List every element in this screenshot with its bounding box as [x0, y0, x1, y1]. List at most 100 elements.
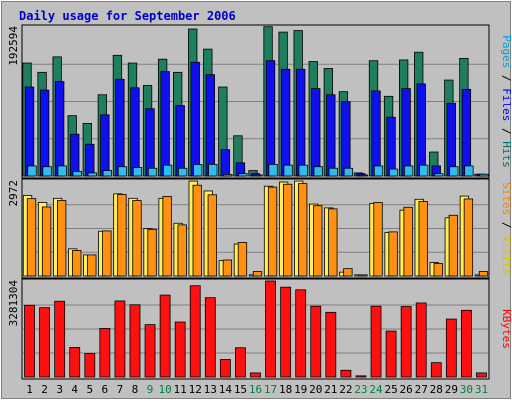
bar-files-day-4 — [70, 133, 80, 177]
x-tick-label-day-1: 1 — [26, 383, 33, 396]
x-tick-label-day-25: 25 — [384, 383, 397, 396]
bar-pages-day-5 — [87, 172, 97, 177]
bar-kbytes-day-11 — [174, 321, 186, 378]
bar-kbytes-day-2 — [39, 307, 50, 378]
bar-kbytes-day-1 — [24, 304, 35, 378]
bar-sites-day-3 — [57, 200, 67, 277]
bar-kbytes-day-7 — [114, 300, 126, 378]
bar-pages-day-8 — [132, 167, 143, 177]
bar-pages-day-1 — [27, 165, 37, 177]
bar-sites-day-14 — [222, 259, 233, 277]
bar-files-day-29 — [446, 102, 456, 177]
bar-files-day-13 — [205, 74, 215, 177]
bar-sites-day-23 — [358, 274, 368, 277]
bar-sites-day-25 — [388, 231, 398, 277]
x-tick-label-day-2: 2 — [41, 383, 48, 396]
legend-entry: Visits — [500, 235, 512, 275]
x-tick-labels: 1 2 3 4 5 6 7 8 9 10 11 12 13 14 15 16 17 18 19 20 21 22 23 24 2… — [26, 383, 488, 396]
bar-pages-day-22 — [343, 167, 354, 177]
bar-files-day-18 — [280, 68, 291, 177]
chart-panels: 192594 Pages / Files / Hits 2972 Sites / Vi… — [7, 24, 512, 380]
bar-pages-day-3 — [57, 165, 67, 177]
x-tick-label-day-9: 9 — [147, 383, 154, 396]
bar-files-day-5 — [85, 143, 95, 177]
bar-pages-day-25 — [388, 168, 399, 177]
x-tick-label-day-7: 7 — [117, 383, 124, 396]
x-tick-label-day-21: 21 — [324, 383, 337, 396]
bar-pages-day-10 — [162, 164, 173, 177]
bar-sites-day-30 — [463, 198, 474, 277]
bar-files-day-3 — [55, 81, 65, 177]
bar-sites-day-26 — [403, 206, 413, 277]
bar-kbytes-day-8 — [129, 304, 141, 378]
bar-pages-day-20 — [313, 166, 323, 177]
bar-kbytes-day-27 — [415, 302, 427, 378]
bar-files-day-19 — [296, 68, 306, 177]
panel-bot-legend: KBytes — [500, 309, 512, 349]
legend-entry: Files — [500, 88, 512, 121]
bar-files-day-26 — [401, 88, 411, 177]
bar-files-day-9 — [145, 108, 155, 177]
x-tick-label-day-24: 24 — [369, 383, 383, 396]
bar-sites-day-9 — [147, 228, 157, 277]
bevel-dark — [1, 1, 511, 399]
x-tick-label-day-19: 19 — [294, 383, 307, 396]
bar-pages-day-6 — [102, 170, 112, 177]
bar-pages-day-29 — [449, 166, 459, 177]
x-tick-label-day-5: 5 — [86, 383, 93, 396]
bar-kbytes-day-4 — [69, 347, 81, 378]
x-tick-label-day-12: 12 — [189, 383, 202, 396]
bar-files-day-21 — [326, 94, 336, 177]
bar-kbytes-day-26 — [400, 306, 412, 378]
bar-pages-day-12 — [193, 163, 203, 177]
panel-top: 192594 Pages / Files / Hits — [7, 24, 512, 179]
bar-kbytes-day-25 — [385, 330, 397, 378]
bar-sites-day-24 — [373, 202, 383, 277]
y-max-label: 2972 — [7, 180, 20, 207]
bar-sites-day-17 — [267, 186, 278, 277]
bar-kbytes-day-15 — [235, 347, 246, 378]
bar-files-day-11 — [175, 105, 185, 177]
bar-kbytes-day-22 — [340, 369, 352, 378]
bar-pages-day-15 — [238, 173, 248, 177]
x-tick-label-day-16: 16 — [249, 383, 262, 396]
bar-files-day-22 — [341, 101, 351, 177]
bar-sites-day-12 — [192, 184, 202, 277]
bar-kbytes-day-23 — [355, 375, 367, 378]
bar-files-day-7 — [115, 78, 125, 177]
legend-entry: / — [500, 68, 512, 88]
bar-pages-day-28 — [434, 173, 444, 177]
bar-files-day-27 — [416, 83, 426, 177]
bar-sites-day-28 — [433, 263, 443, 277]
bar-sites-day-16 — [252, 271, 263, 277]
bar-sites-day-2 — [41, 206, 52, 277]
bar-sites-day-29 — [448, 214, 458, 277]
bar-sites-day-10 — [162, 196, 172, 277]
x-tick-label-day-6: 6 — [102, 383, 109, 396]
bar-sites-day-22 — [343, 268, 353, 277]
bar-files-day-10 — [160, 71, 170, 177]
chart-title: Daily usage for September 2006 — [19, 9, 236, 23]
bar-sites-day-1 — [26, 198, 37, 277]
x-tick-label-day-14: 14 — [219, 383, 233, 396]
panel-top-legend: Pages / Files / Hits — [500, 35, 512, 168]
bar-files-day-6 — [100, 114, 110, 177]
x-tick-label-day-3: 3 — [56, 383, 63, 396]
bar-sites-day-19 — [298, 183, 308, 277]
bar-kbytes-day-29 — [445, 318, 457, 378]
panel-bot: 3281304 KBytes — [7, 278, 512, 380]
x-tick-label-day-20: 20 — [309, 383, 322, 396]
bar-files-day-2 — [39, 89, 50, 177]
bar-pages-day-23 — [358, 174, 369, 177]
bar-sites-day-21 — [328, 208, 338, 277]
bar-kbytes-day-13 — [204, 297, 216, 378]
bar-pages-day-4 — [72, 170, 82, 177]
legend-entry: KBytes — [500, 309, 512, 349]
bar-kbytes-day-30 — [460, 309, 472, 378]
x-tick-label-day-17: 17 — [264, 383, 277, 396]
bar-kbytes-day-20 — [310, 305, 322, 378]
bar-files-day-25 — [386, 116, 396, 177]
bar-kbytes-day-16 — [250, 372, 261, 378]
bar-files-day-12 — [190, 61, 200, 177]
